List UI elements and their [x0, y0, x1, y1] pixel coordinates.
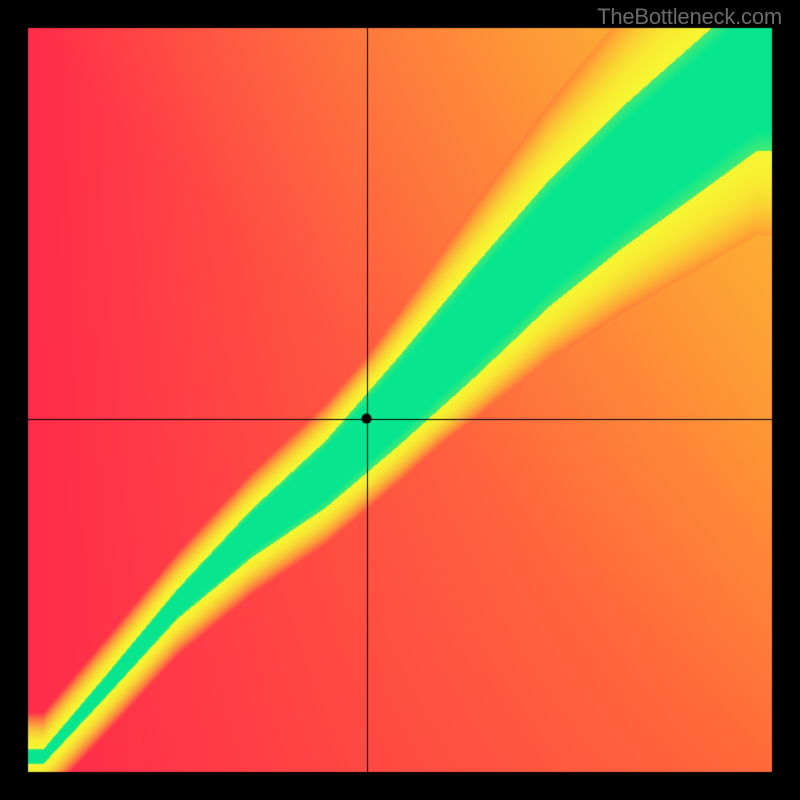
bottleneck-heatmap	[0, 0, 800, 800]
watermark-text: TheBottleneck.com	[597, 4, 782, 30]
